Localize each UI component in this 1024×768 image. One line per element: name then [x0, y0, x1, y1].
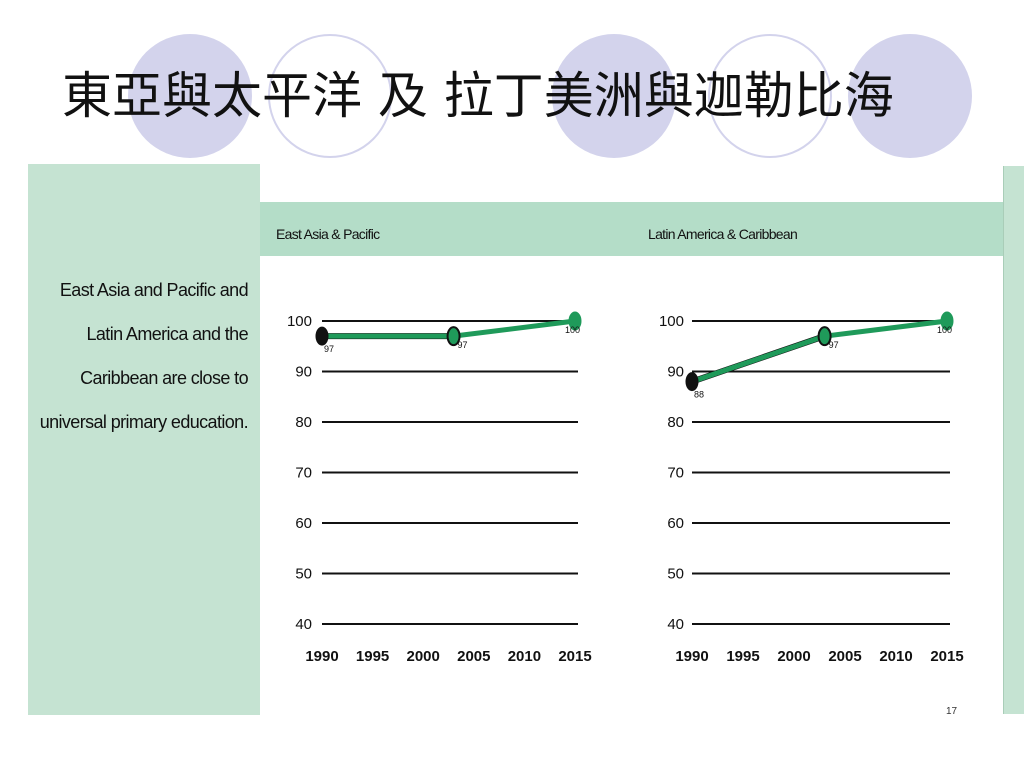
data-point-east-asia — [568, 311, 582, 331]
y-tick-label-latin-america: 50 — [667, 566, 684, 583]
data-label-east-asia: 100 — [565, 325, 580, 335]
right-strip-divider — [1003, 166, 1004, 714]
y-tick-label-east-asia: 40 — [295, 616, 312, 633]
decor-circle-1 — [128, 34, 252, 158]
chart-title-latin-america: Latin America & Caribbean — [648, 226, 798, 242]
chart-title-east-asia: East Asia & Pacific — [276, 226, 380, 242]
data-point-latin-america — [940, 311, 954, 331]
decor-circle-2 — [268, 34, 392, 158]
y-tick-label-east-asia: 90 — [295, 364, 312, 381]
sidebar-panel: East Asia and Pacific and Latin America … — [28, 164, 260, 715]
y-tick-label-latin-america: 70 — [667, 465, 684, 482]
x-tick-label-latin-america: 2010 — [879, 648, 912, 665]
y-tick-label-latin-america: 40 — [667, 616, 684, 633]
sidebar-text: East Asia and Pacific and Latin America … — [8, 268, 249, 444]
x-tick-label-east-asia: 2015 — [558, 648, 591, 665]
y-tick-label-latin-america: 80 — [667, 414, 684, 431]
x-tick-label-east-asia: 1995 — [356, 648, 389, 665]
y-tick-label-latin-america: 90 — [667, 364, 684, 381]
right-strip — [1004, 166, 1024, 714]
y-tick-label-east-asia: 50 — [295, 566, 312, 583]
y-tick-label-east-asia: 70 — [295, 465, 312, 482]
sidebar-line: Caribbean are close to — [80, 368, 249, 388]
y-tick-label-latin-america: 60 — [667, 515, 684, 532]
x-tick-label-latin-america: 2005 — [828, 648, 861, 665]
data-label-east-asia: 97 — [324, 344, 334, 354]
y-tick-label-latin-america: 100 — [659, 313, 684, 330]
x-tick-label-latin-america: 1995 — [726, 648, 759, 665]
x-tick-label-latin-america: 2000 — [777, 648, 810, 665]
data-label-latin-america: 88 — [694, 390, 704, 400]
data-label-east-asia: 97 — [458, 340, 468, 350]
data-point-east-asia — [446, 326, 461, 347]
decor-circle-3 — [552, 34, 676, 158]
x-tick-label-east-asia: 1990 — [305, 648, 338, 665]
sidebar-line: Latin America and the — [86, 324, 248, 344]
data-point-east-asia — [315, 326, 329, 346]
data-label-latin-america: 97 — [829, 340, 839, 350]
sidebar-line: universal primary education. — [39, 412, 249, 432]
x-tick-label-latin-america: 1990 — [675, 648, 708, 665]
x-tick-label-east-asia: 2000 — [407, 648, 440, 665]
data-label-latin-america: 100 — [937, 325, 952, 335]
data-point-latin-america — [685, 372, 699, 392]
x-tick-label-east-asia: 2010 — [508, 648, 541, 665]
y-tick-label-east-asia: 60 — [295, 515, 312, 532]
chart-header-band — [260, 202, 1004, 256]
y-tick-label-east-asia: 80 — [295, 414, 312, 431]
decor-circle-5 — [848, 34, 972, 158]
y-tick-label-east-asia: 100 — [287, 313, 312, 330]
x-tick-label-east-asia: 2005 — [457, 648, 490, 665]
page-number: 17 — [946, 706, 958, 717]
slide-title: 東亞與太平洋 及 拉丁美洲與迦勒比海 — [62, 67, 894, 125]
sidebar-line: East Asia and Pacific and — [59, 280, 249, 300]
decor-circle-4 — [708, 34, 832, 158]
x-tick-label-latin-america: 2015 — [930, 648, 963, 665]
data-point-latin-america — [817, 326, 832, 347]
